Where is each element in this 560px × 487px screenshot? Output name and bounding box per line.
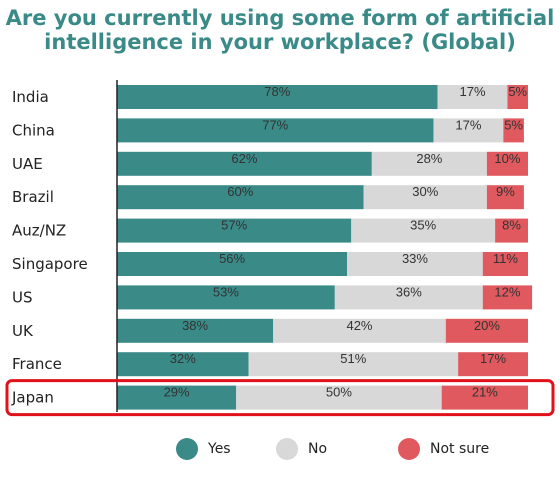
bar-uk-no <box>273 318 446 343</box>
legend-swatch-yes <box>176 438 198 460</box>
bar-uk-not-sure <box>445 318 528 343</box>
value-label-uae-yes: 62% <box>231 151 257 166</box>
bar-china-yes <box>117 118 434 143</box>
value-label-singapore-no: 33% <box>402 251 428 266</box>
value-label-brazil-not-sure: 9% <box>496 184 515 199</box>
bar-france-yes <box>117 352 249 377</box>
highlight-box-japan <box>5 379 555 417</box>
value-label-france-yes: 32% <box>170 351 196 366</box>
bar-brazil-not-sure <box>486 185 524 210</box>
bar-auz-nz-yes <box>117 218 352 243</box>
value-label-singapore-yes: 56% <box>219 251 245 266</box>
legend: Yes No Not sure <box>0 438 560 468</box>
bar-uae-not-sure <box>486 151 528 176</box>
bar-brazil-yes <box>117 185 364 210</box>
value-label-brazil-yes: 60% <box>227 184 253 199</box>
category-label-france: France <box>12 355 62 373</box>
value-label-india-not-sure: 5% <box>508 84 527 99</box>
bar-india-not-sure <box>507 85 528 109</box>
legend-swatch-not-sure <box>398 438 420 460</box>
value-label-us-no: 36% <box>396 284 422 299</box>
category-label-us: US <box>12 288 33 306</box>
value-label-brazil-no: 30% <box>412 184 438 199</box>
value-label-uae-no: 28% <box>416 151 442 166</box>
bar-france-not-sure <box>458 352 528 377</box>
legend-label-no: No <box>308 441 328 457</box>
value-label-uk-not-sure: 20% <box>474 318 500 333</box>
bar-uae-no <box>371 151 487 176</box>
bar-us-no <box>334 285 483 310</box>
value-label-china-no: 17% <box>455 117 481 132</box>
value-label-japan-not-sure: 21% <box>472 385 498 400</box>
chart-title: Are you currently using some form of art… <box>0 6 560 54</box>
bar-auz-nz-no <box>351 218 496 243</box>
bar-brazil-no <box>363 185 487 210</box>
chart-title-line-1: Are you currently using some form of art… <box>5 6 555 30</box>
value-label-auz-nz-no: 35% <box>410 218 436 233</box>
bar-singapore-no <box>347 252 483 276</box>
bar-china-no <box>433 118 504 143</box>
category-label-japan: Japan <box>11 389 54 407</box>
value-label-auz-nz-not-sure: 8% <box>502 218 521 233</box>
stacked-bar-chart: India 78% 17% 5% China 77% 17% 5% UAE 62% 28% 10% Br… <box>5 80 555 417</box>
legend-item-yes: Yes <box>176 438 231 460</box>
legend-item-no: No <box>276 438 327 460</box>
value-label-france-no: 51% <box>340 351 366 366</box>
bar-us-not-sure <box>482 285 533 310</box>
legend-label-not-sure: Not sure <box>430 441 490 457</box>
value-label-uk-no: 42% <box>346 318 372 333</box>
value-label-china-not-sure: 5% <box>504 117 523 132</box>
value-label-japan-yes: 29% <box>164 385 190 400</box>
bar-japan-no <box>236 385 442 410</box>
value-label-china-yes: 77% <box>262 117 288 132</box>
value-label-uk-yes: 38% <box>182 318 208 333</box>
value-label-france-not-sure: 17% <box>480 351 506 366</box>
category-label-uk: UK <box>12 322 34 340</box>
category-label-uae: UAE <box>12 155 43 173</box>
chart-title-line-2: intelligence in your workplace? (Global) <box>44 30 516 54</box>
bar-uk-yes <box>117 318 274 343</box>
bar-singapore-yes <box>117 252 348 276</box>
category-label-auz-nz: Auz/NZ <box>12 222 66 240</box>
bar-china-not-sure <box>503 118 524 143</box>
legend-swatch-no <box>276 438 298 460</box>
value-label-india-yes: 78% <box>264 84 290 99</box>
value-label-us-yes: 53% <box>213 284 239 299</box>
bar-france-no <box>248 352 459 377</box>
value-label-japan-no: 50% <box>326 385 352 400</box>
category-label-china: China <box>12 121 55 139</box>
bar-auz-nz-not-sure <box>495 218 528 243</box>
bar-singapore-not-sure <box>482 252 528 276</box>
bar-us-yes <box>117 285 335 310</box>
legend-label-yes: Yes <box>208 441 231 457</box>
bar-india-no <box>437 85 508 109</box>
bar-india-yes <box>117 85 438 109</box>
bar-japan-yes <box>117 385 237 410</box>
value-label-us-not-sure: 12% <box>494 284 520 299</box>
category-label-india: India <box>12 88 49 106</box>
category-label-singapore: Singapore <box>12 255 88 273</box>
value-label-singapore-not-sure: 11% <box>493 251 518 266</box>
legend-item-not-sure: Not sure <box>398 438 489 460</box>
bar-uae-yes <box>117 151 372 176</box>
value-label-auz-nz-yes: 57% <box>221 218 247 233</box>
category-label-brazil: Brazil <box>12 188 54 206</box>
value-label-india-no: 17% <box>459 84 485 99</box>
value-label-uae-not-sure: 10% <box>494 151 520 166</box>
bar-japan-not-sure <box>441 385 528 410</box>
